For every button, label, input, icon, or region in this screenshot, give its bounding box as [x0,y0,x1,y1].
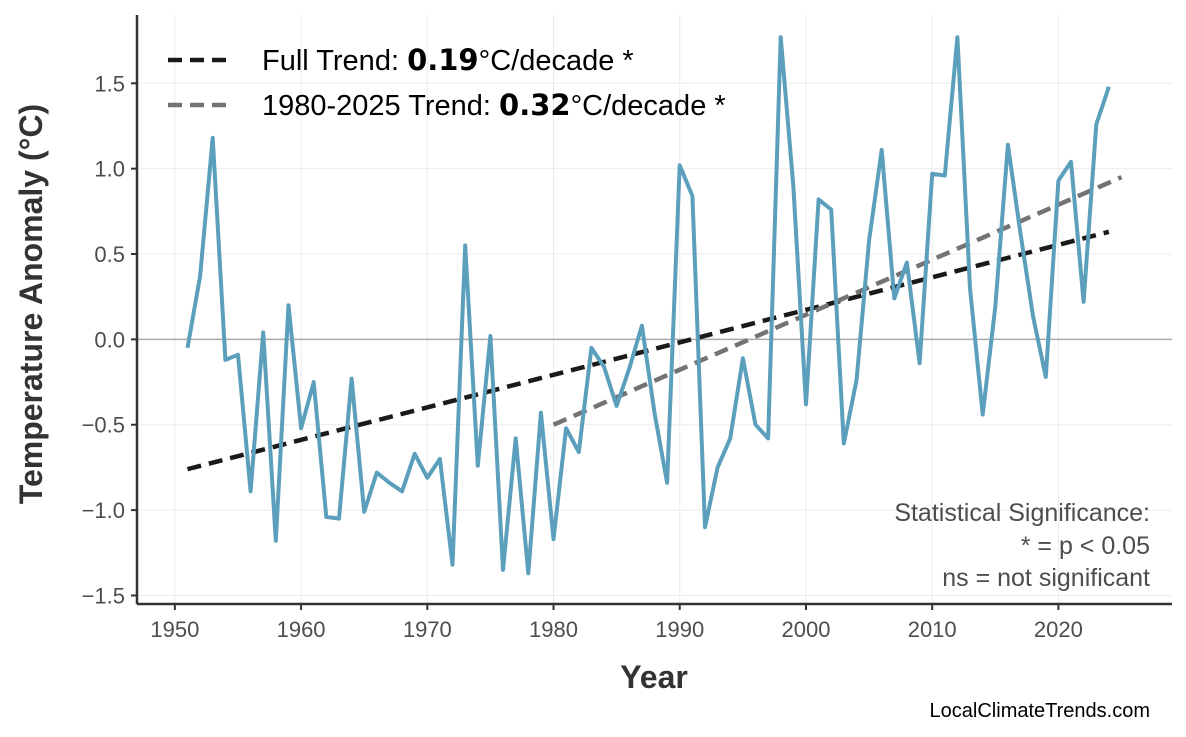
x-axis-title: Year [620,659,688,695]
y-tick-label: 0.0 [94,327,125,352]
legend-recent-trend-value: 0.32 [499,88,571,122]
y-axis-ticks: 1.5 1.0 0.5 0.0 −0.5 −1.0 −1.5 [82,71,137,608]
significance-star-note: * = p < 0.05 [1021,532,1150,560]
y-tick-label: 1.5 [94,71,125,96]
x-tick-label: 1970 [403,617,452,642]
significance-ns-note: ns = not significant [942,564,1150,592]
y-tick-label: 0.5 [94,242,125,267]
legend-recent-trend-suffix: °C/decade * [571,90,726,122]
legend-full-trend-label: Full Trend: 0.19°C/decade * [262,43,634,77]
x-tick-label: 1960 [277,617,326,642]
x-tick-label: 1980 [529,617,578,642]
legend-full-trend-value: 0.19 [407,43,479,77]
significance-title: Statistical Significance: [894,499,1150,527]
legend: Full Trend: 0.19°C/decade * 1980-2025 Tr… [168,43,726,122]
x-axis-ticks: 1950 1960 1970 1980 1990 2000 2010 2020 [150,604,1083,642]
legend-full-trend-prefix: Full Trend: [262,45,407,77]
x-tick-label: 2010 [908,617,957,642]
significance-note: Statistical Significance: * = p < 0.05 n… [894,499,1150,592]
trend-lines [186,175,1123,472]
axes [135,15,1172,606]
y-tick-label: −0.5 [82,413,125,438]
y-axis-title: Temperature Anomaly (°C) [13,104,49,504]
site-credit: LocalClimateTrends.com [930,700,1150,722]
legend-recent-trend-prefix: 1980-2025 Trend: [262,90,499,122]
y-tick-label: −1.5 [82,583,125,608]
series-line [185,35,1111,576]
y-tick-label: 1.0 [94,157,125,182]
legend-full-trend-suffix: °C/decade * [479,45,634,77]
y-tick-label: −1.0 [82,498,125,523]
legend-recent-trend-label: 1980-2025 Trend: 0.32°C/decade * [262,88,726,122]
x-tick-label: 2020 [1034,617,1083,642]
x-tick-label: 1950 [150,617,199,642]
full-trend-line [186,229,1110,472]
x-tick-label: 2000 [781,617,830,642]
x-tick-label: 1990 [655,617,704,642]
